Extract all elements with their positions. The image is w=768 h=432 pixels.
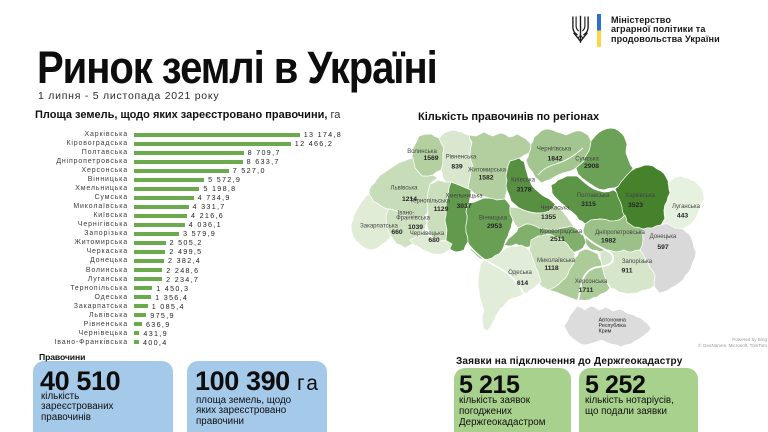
svg-text:Тернопільська: Тернопільська [410, 199, 451, 205]
svg-text:Чернігівська: Чернігівська [537, 147, 572, 153]
svg-text:Чернівецька: Чернівецька [410, 231, 445, 237]
svg-text:Київська: Київська [511, 178, 536, 184]
svg-text:1582: 1582 [478, 174, 493, 181]
svg-text:3178: 3178 [516, 187, 531, 194]
svg-text:1711: 1711 [579, 287, 594, 294]
svg-text:1982: 1982 [601, 237, 616, 244]
svg-text:1214: 1214 [402, 196, 417, 203]
svg-text:Львівська: Львівська [391, 186, 419, 192]
svg-text:Хмельницька: Хмельницька [445, 194, 483, 200]
svg-text:Сумська: Сумська [575, 157, 599, 163]
svg-text:Черкаська: Черкаська [541, 206, 571, 212]
svg-text:Херсонська: Херсонська [575, 279, 608, 285]
svg-text:Рівненська: Рівненська [446, 155, 477, 161]
svg-text:Кіровоградська: Кіровоградська [540, 229, 583, 235]
svg-text:680: 680 [428, 237, 440, 244]
svg-text:Донецька: Донецька [650, 234, 677, 240]
svg-text:3037: 3037 [456, 203, 471, 210]
svg-text:1129: 1129 [434, 206, 449, 213]
svg-text:1569: 1569 [423, 155, 438, 162]
svg-text:911: 911 [622, 267, 633, 274]
svg-text:Луганська: Луганська [672, 204, 701, 210]
svg-text:Вінницька: Вінницька [479, 216, 508, 222]
svg-text:614: 614 [517, 280, 529, 287]
svg-text:Республіка: Республіка [599, 323, 626, 329]
svg-text:Волинська: Волинська [407, 149, 437, 155]
svg-text:Крим: Крим [599, 329, 612, 335]
svg-text:Івано-: Івано- [398, 211, 415, 217]
svg-text:Запорізька: Запорізька [622, 259, 653, 265]
svg-text:1118: 1118 [544, 265, 559, 272]
svg-text:1355: 1355 [541, 214, 556, 221]
svg-text:2511: 2511 [550, 236, 565, 243]
svg-text:2953: 2953 [487, 223, 502, 230]
svg-text:Автономна: Автономна [599, 318, 626, 324]
svg-text:1039: 1039 [408, 224, 423, 231]
svg-text:Харківська: Харківська [625, 193, 656, 199]
svg-text:Полтавська: Полтавська [577, 193, 610, 199]
svg-text:3115: 3115 [581, 201, 596, 208]
svg-text:443: 443 [677, 212, 689, 219]
svg-text:597: 597 [657, 244, 669, 251]
svg-text:Закарпатська: Закарпатська [360, 224, 398, 230]
svg-text:660: 660 [391, 229, 403, 236]
svg-text:839: 839 [451, 163, 463, 170]
svg-text:2908: 2908 [584, 163, 599, 170]
svg-text:Одеська: Одеська [508, 270, 532, 276]
svg-text:Франківська: Франківська [396, 216, 431, 222]
svg-text:3523: 3523 [628, 202, 643, 209]
svg-text:1842: 1842 [547, 155, 562, 162]
svg-text:Миколаївська: Миколаївська [537, 258, 576, 264]
svg-text:Житомирська: Житомирська [468, 168, 507, 174]
svg-text:Дніпропетровська: Дніпропетровська [595, 230, 645, 236]
